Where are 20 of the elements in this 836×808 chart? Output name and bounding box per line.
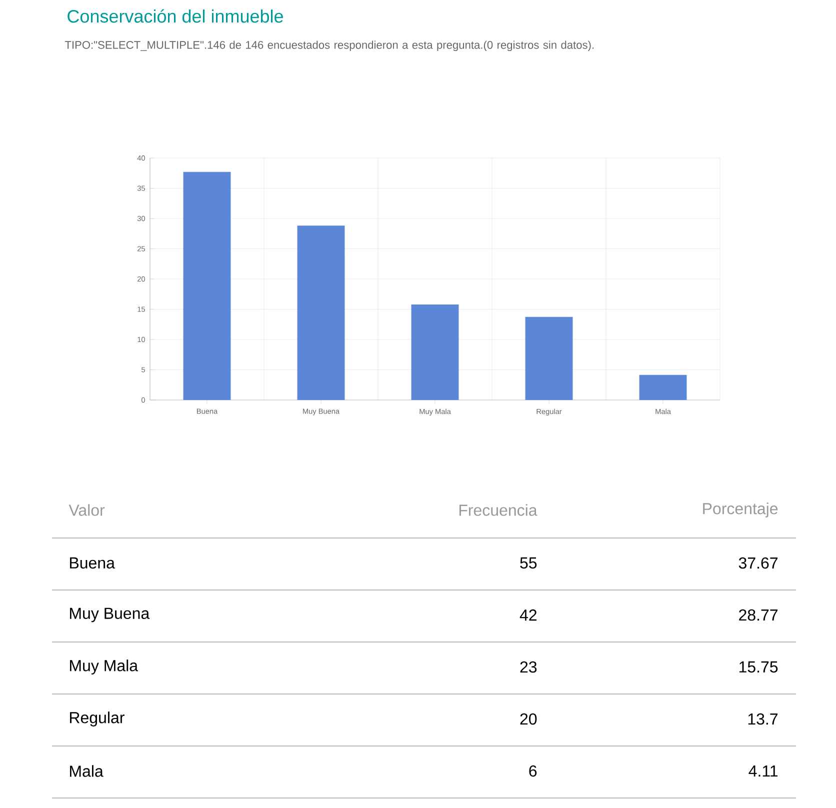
text: Frecuencia [459, 504, 538, 516]
chart-subtitle: TIPO:"SELECT_MULTIPLE".146 de 146 encuestados respondieron a esta pregunta.(0 registros sin datos). [64, 40, 594, 52]
text: 13.7 [748, 713, 778, 725]
text: 20 [520, 713, 537, 725]
text: 6 [529, 765, 537, 777]
category-label: Muy Mala [70, 660, 138, 674]
text: 23 [520, 661, 537, 673]
text: Porcentaje [703, 502, 778, 518]
category-label: Muy Buena [70, 608, 150, 622]
text: 55 [520, 557, 537, 569]
text: Valor [68, 504, 105, 516]
text: 15.75 [739, 661, 778, 673]
chart-title: Conservación del inmueble [68, 9, 283, 23]
category-label: Buena [70, 557, 115, 569]
category-label: Mala [70, 765, 104, 777]
text: 4.11 [748, 766, 778, 777]
text: 37.67 [738, 557, 778, 569]
text: 42 [520, 609, 536, 621]
text: 28.77 [739, 609, 778, 621]
category-label: Regular [70, 712, 124, 726]
